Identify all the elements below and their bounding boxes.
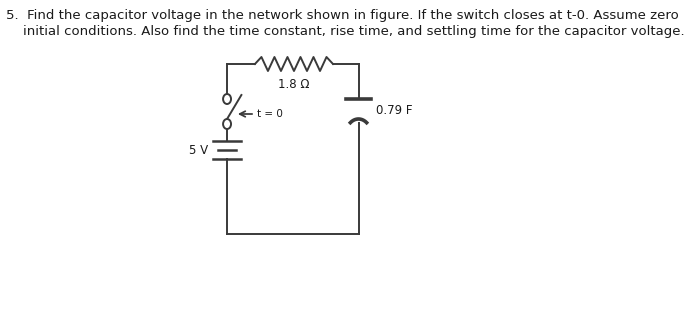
Text: 5 V: 5 V [189, 143, 208, 156]
Circle shape [223, 119, 231, 129]
Text: 1.8 Ω: 1.8 Ω [278, 78, 309, 91]
Circle shape [223, 94, 231, 104]
Text: t = 0: t = 0 [258, 109, 284, 119]
Text: 0.79 F: 0.79 F [376, 104, 412, 116]
Text: initial conditions. Also find the time constant, rise time, and settling time fo: initial conditions. Also find the time c… [6, 25, 685, 38]
Text: 5.  Find the capacitor voltage in the network shown in figure. If the switch clo: 5. Find the capacitor voltage in the net… [6, 9, 679, 22]
